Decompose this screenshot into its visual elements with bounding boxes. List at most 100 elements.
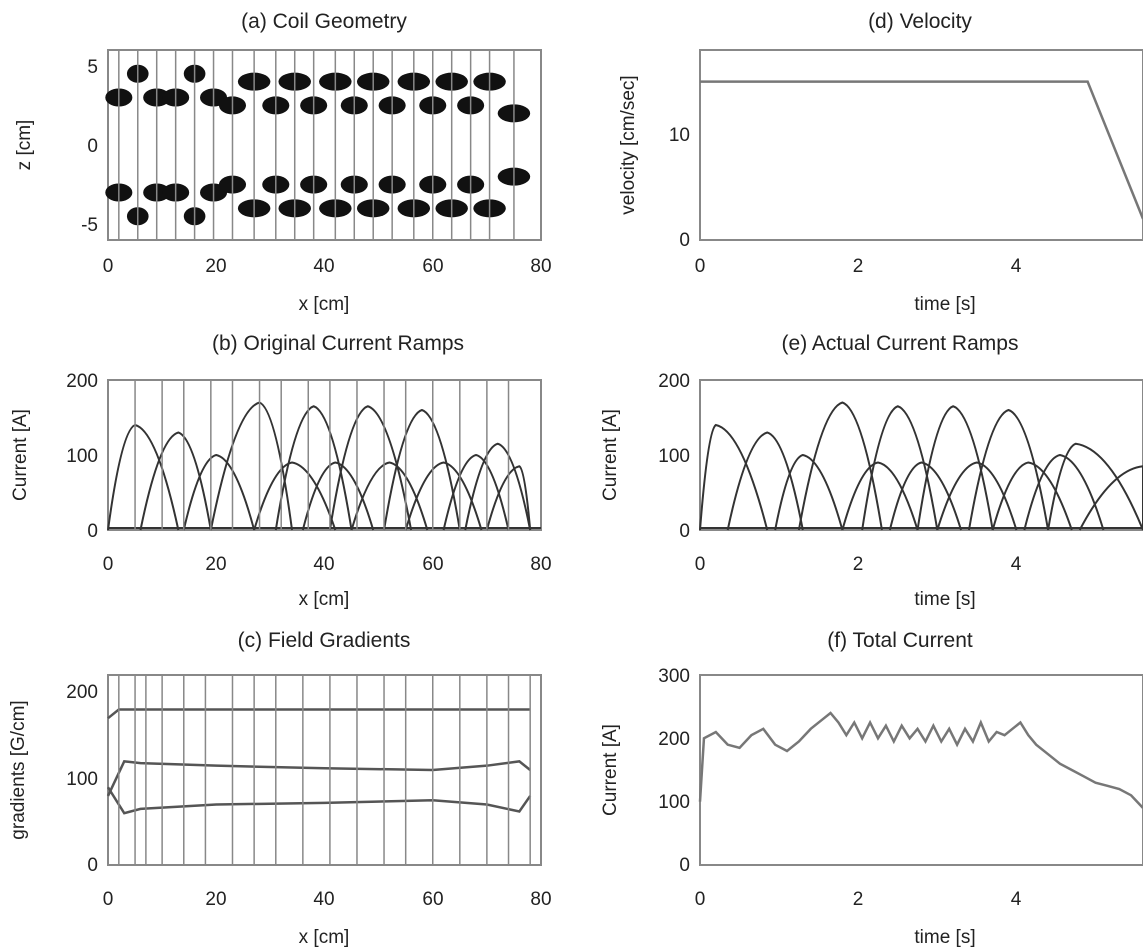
y-tick-label: 0 [679, 230, 690, 251]
y-tick-label: 100 [66, 769, 98, 790]
current-ramp [1047, 442, 1143, 531]
y-tick-label: -5 [81, 215, 98, 236]
panel-coil-geometry: (a) Coil Geometry x [cm] z [cm] 0 20 40 … [14, 10, 552, 315]
plot-frame [107, 674, 542, 866]
y-axis-label: Current [A] [600, 724, 621, 816]
y-tick-label: 100 [658, 792, 690, 813]
x-tick-label: 4 [1011, 256, 1022, 277]
x-tick-label: 40 [313, 554, 334, 575]
y-tick-label: 200 [66, 682, 98, 703]
current-ramp [464, 442, 532, 531]
x-tick-label: 20 [205, 554, 226, 575]
marks [105, 50, 531, 240]
chart-title: (b) Original Current Ramps [212, 332, 464, 355]
x-tick-label: 60 [422, 889, 443, 910]
y-tick-label: 100 [66, 446, 98, 467]
x-tick-label: 0 [103, 256, 114, 277]
plot-frame [107, 379, 542, 531]
x-tick-label: 2 [853, 889, 864, 910]
x-tick-label: 0 [695, 889, 706, 910]
current-ramp [274, 405, 353, 531]
current-ramp [350, 461, 429, 531]
panel-field-gradients: (c) Field Gradients x [cm] gradients [G/… [8, 629, 552, 948]
x-tick-label: 80 [530, 554, 551, 575]
current-ramp [861, 405, 939, 531]
chart-title: (d) Velocity [868, 10, 972, 33]
current-ramp [1023, 453, 1105, 531]
current-ramp [888, 461, 963, 531]
x-axis-label: x [cm] [299, 294, 350, 315]
chart-title: (a) Coil Geometry [241, 10, 407, 33]
chart-title: (c) Field Gradients [238, 629, 411, 652]
marks [699, 401, 1143, 531]
y-tick-label: 100 [658, 446, 690, 467]
x-tick-label: 20 [205, 256, 226, 277]
panel-actual-current-ramps: (e) Actual Current Ramps time [s] Curren… [600, 332, 1143, 610]
y-tick-label: 0 [679, 855, 690, 876]
current-ramp [699, 423, 769, 531]
x-tick-label: 2 [853, 554, 864, 575]
x-tick-label: 60 [422, 554, 443, 575]
current-ramp [383, 408, 461, 531]
panel-original-current-ramps: (b) Original Current Ramps x [cm] Curren… [10, 332, 552, 610]
series-line [698, 711, 1143, 809]
current-ramp [726, 431, 804, 531]
x-tick-label: 40 [313, 256, 334, 277]
x-axis-label: x [cm] [299, 927, 350, 948]
y-tick-label: 0 [87, 136, 98, 157]
x-tick-label: 4 [1011, 889, 1022, 910]
x-tick-label: 2 [853, 256, 864, 277]
current-ramp [328, 405, 413, 531]
series-line [700, 80, 1143, 220]
marks [107, 380, 541, 531]
y-axis-label: velocity [cm/sec] [618, 75, 639, 214]
current-ramp [253, 461, 337, 531]
x-tick-label: 20 [205, 889, 226, 910]
chart-title: (f) Total Current [827, 629, 973, 652]
current-ramp [991, 461, 1073, 531]
x-tick-label: 60 [422, 256, 443, 277]
y-tick-label: 5 [87, 57, 98, 78]
marks [698, 711, 1143, 809]
y-axis-label: Current [A] [10, 409, 31, 501]
y-axis-label: gradients [G/cm] [8, 700, 29, 839]
y-tick-label: 0 [679, 521, 690, 542]
current-ramp [182, 453, 256, 531]
y-tick-label: 0 [87, 521, 98, 542]
x-axis-label: time [s] [914, 927, 975, 948]
current-ramp [967, 408, 1050, 531]
marks [106, 675, 532, 865]
current-ramp [485, 465, 532, 531]
current-ramp [774, 453, 844, 531]
marks [700, 80, 1143, 220]
current-ramp [936, 461, 1018, 531]
y-tick-label: 0 [87, 855, 98, 876]
y-tick-label: 10 [669, 125, 690, 146]
x-tick-label: 0 [103, 554, 114, 575]
plot-frame [699, 674, 1143, 866]
y-tick-label: 300 [658, 666, 690, 687]
y-tick-label: 200 [658, 371, 690, 392]
y-axis-label: Current [A] [600, 409, 621, 501]
plot-frame [699, 49, 1143, 241]
y-tick-label: 200 [66, 371, 98, 392]
x-tick-label: 0 [103, 889, 114, 910]
panel-total-current: (f) Total Current time [s] Current [A] 0… [600, 629, 1143, 948]
chart-title: (e) Actual Current Ramps [782, 332, 1019, 355]
x-tick-label: 0 [695, 554, 706, 575]
current-ramp [841, 461, 919, 531]
x-tick-label: 40 [313, 889, 334, 910]
current-ramp [404, 461, 483, 531]
x-axis-label: x [cm] [299, 589, 350, 610]
y-tick-label: 200 [658, 729, 690, 750]
x-tick-label: 80 [530, 256, 551, 277]
x-tick-label: 4 [1011, 554, 1022, 575]
y-axis-label: z [cm] [14, 120, 35, 171]
x-axis-label: time [s] [914, 294, 975, 315]
current-ramp [139, 431, 212, 531]
x-tick-label: 0 [695, 256, 706, 277]
x-axis-label: time [s] [914, 589, 975, 610]
x-tick-label: 80 [530, 889, 551, 910]
panel-velocity: (d) Velocity time [s] velocity [cm/sec] … [618, 10, 1143, 315]
